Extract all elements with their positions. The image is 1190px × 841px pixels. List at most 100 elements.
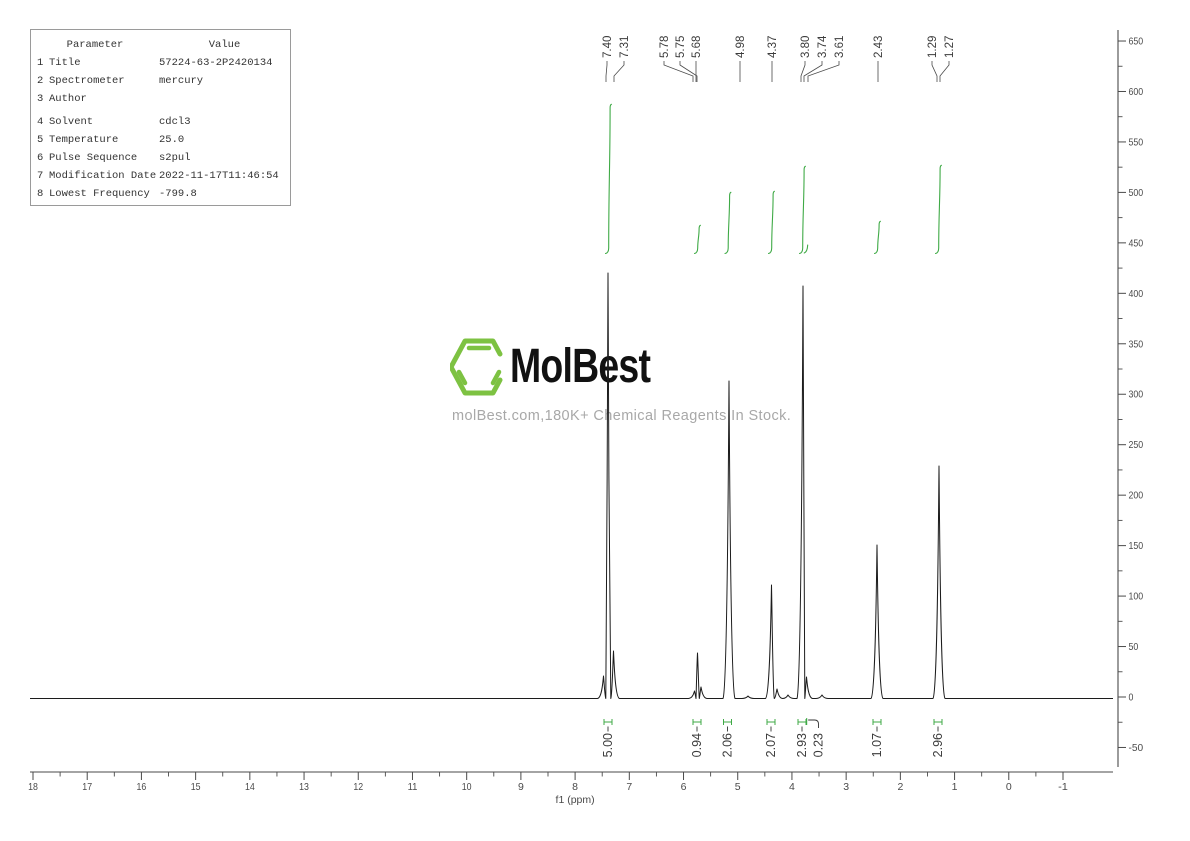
x-tick-label: 3 xyxy=(843,781,849,793)
row-number: 4 xyxy=(37,116,44,128)
integral-curve xyxy=(873,220,881,255)
peak-label: 2.43 xyxy=(873,36,885,58)
y-tick-label: 50 xyxy=(1129,641,1139,653)
parameter-table: Parameter Value 1 Title 57224-63-2P2420134… xyxy=(30,29,291,206)
table-row: 1 Title 57224-63-2P2420134 xyxy=(31,54,290,72)
benzene-hexagon-icon xyxy=(450,338,503,396)
table-row: 3 Author xyxy=(31,90,290,108)
y-tick-label: 250 xyxy=(1129,439,1144,451)
peak-leader-line xyxy=(939,61,950,82)
integral-curve xyxy=(803,244,809,254)
row-parameter-value: 25.0 xyxy=(159,134,185,146)
row-parameter-name: Modification Date xyxy=(49,170,157,182)
y-tick-label: 400 xyxy=(1129,288,1144,300)
x-tick-label: 6 xyxy=(681,781,687,793)
y-tick-label: 450 xyxy=(1129,237,1144,249)
peak-label: 7.31 xyxy=(619,36,631,58)
x-tick-label: 13 xyxy=(299,781,309,793)
peak-label: 3.61 xyxy=(834,36,846,58)
molbest-logo: MolBest xyxy=(450,334,791,400)
integral-curve xyxy=(767,190,775,255)
row-parameter-name: Author xyxy=(49,93,87,105)
x-tick-label: 4 xyxy=(789,781,795,793)
x-tick-label: 11 xyxy=(408,781,418,793)
row-parameter-value: 57224-63-2P2420134 xyxy=(159,57,273,69)
y-tick-label: 100 xyxy=(1129,591,1144,603)
integral-value-label: 2.07 xyxy=(764,733,778,757)
x-tick-label: 16 xyxy=(137,781,147,793)
x-tick-label: 0 xyxy=(1006,781,1012,793)
integral-curve xyxy=(693,224,701,255)
peak-label: 7.40 xyxy=(602,36,614,58)
y-tick-label: 550 xyxy=(1129,136,1144,148)
peak-label: 5.78 xyxy=(659,36,671,58)
integral-leader-line xyxy=(808,719,819,728)
molbest-watermark: MolBest molBest.com,180K+ Chemical Reage… xyxy=(450,334,791,424)
peak-leader-line xyxy=(663,61,694,82)
x-tick-label: 7 xyxy=(626,781,632,793)
peak-leader-line xyxy=(807,61,840,82)
row-parameter-value: cdcl3 xyxy=(159,116,191,128)
x-tick-label: 9 xyxy=(518,781,524,793)
peak-label: 3.80 xyxy=(800,36,812,58)
integral-bracket-icon xyxy=(692,719,702,725)
table-row: 8 Lowest Frequency -799.8 xyxy=(31,185,290,203)
y-tick-label: 650 xyxy=(1129,36,1144,48)
x-tick-label: 1 xyxy=(952,781,958,793)
row-number: 3 xyxy=(37,93,44,105)
x-tick-label: 14 xyxy=(245,781,255,793)
row-parameter-value: s2pul xyxy=(159,152,191,164)
row-parameter-value: mercury xyxy=(159,75,204,87)
integral-value-label: 2.93 xyxy=(795,733,809,757)
y-tick-label: 600 xyxy=(1129,86,1144,98)
peak-label: 5.68 xyxy=(691,36,703,58)
y-tick-label: 500 xyxy=(1129,187,1144,199)
integral-curve xyxy=(604,103,612,255)
x-tick-label: 2 xyxy=(897,781,903,793)
peak-leader-line xyxy=(605,61,608,82)
peak-label: 3.74 xyxy=(817,35,829,58)
row-number: 6 xyxy=(37,152,44,164)
row-number: 5 xyxy=(37,134,44,146)
y-tick-label: 150 xyxy=(1129,540,1144,552)
integral-value-label: 0.23 xyxy=(811,733,825,757)
y-tick-label: 300 xyxy=(1129,389,1144,401)
peak-leader-line xyxy=(679,61,698,82)
row-parameter-name: Lowest Frequency xyxy=(49,188,150,200)
brand-name: MolBest xyxy=(510,340,651,393)
integral-curve xyxy=(724,191,732,255)
x-tick-label: 18 xyxy=(28,781,38,793)
table-header-value: Value xyxy=(208,39,241,51)
integral-curve xyxy=(798,165,806,255)
table-row: 7 Modification Date 2022-11-17T11:46:54 xyxy=(31,167,290,185)
parameter-table-rows: 1 Title 57224-63-2P2420134 2 Spectrometer mer… xyxy=(31,54,290,203)
y-tick-label: 350 xyxy=(1129,338,1144,350)
row-parameter-name: Title xyxy=(49,57,81,69)
integral-curve xyxy=(934,164,942,255)
axis-title: f1 (ppm) xyxy=(556,794,595,806)
integral-bracket-icon xyxy=(872,719,882,725)
integral-value-label: 2.96 xyxy=(931,733,945,757)
peak-label: 1.27 xyxy=(944,36,956,58)
peak-label: 4.37 xyxy=(767,36,779,58)
integral-bracket-icon xyxy=(797,719,807,725)
peak-leader-line xyxy=(931,61,938,82)
y-tick-label: 0 xyxy=(1129,692,1134,704)
row-parameter-value: -799.8 xyxy=(159,188,197,200)
peak-leader-line xyxy=(803,61,823,82)
x-tick-label: 8 xyxy=(572,781,578,793)
table-row: 6 Pulse Sequence s2pul xyxy=(31,149,290,167)
row-number: 1 xyxy=(37,57,44,69)
table-header-parameter: Parameter xyxy=(66,39,124,51)
row-parameter-value xyxy=(159,90,290,108)
x-tick-label: 17 xyxy=(82,781,92,793)
integral-value-label: 5.00 xyxy=(601,733,615,757)
peak-leader-line xyxy=(800,61,806,82)
integral-bracket-icon xyxy=(766,719,776,725)
row-parameter-name: Solvent xyxy=(49,116,94,128)
x-tick-label: 10 xyxy=(462,781,472,793)
x-tick-label: -1 xyxy=(1058,781,1068,793)
table-row: 2 Spectrometer mercury xyxy=(31,72,290,90)
